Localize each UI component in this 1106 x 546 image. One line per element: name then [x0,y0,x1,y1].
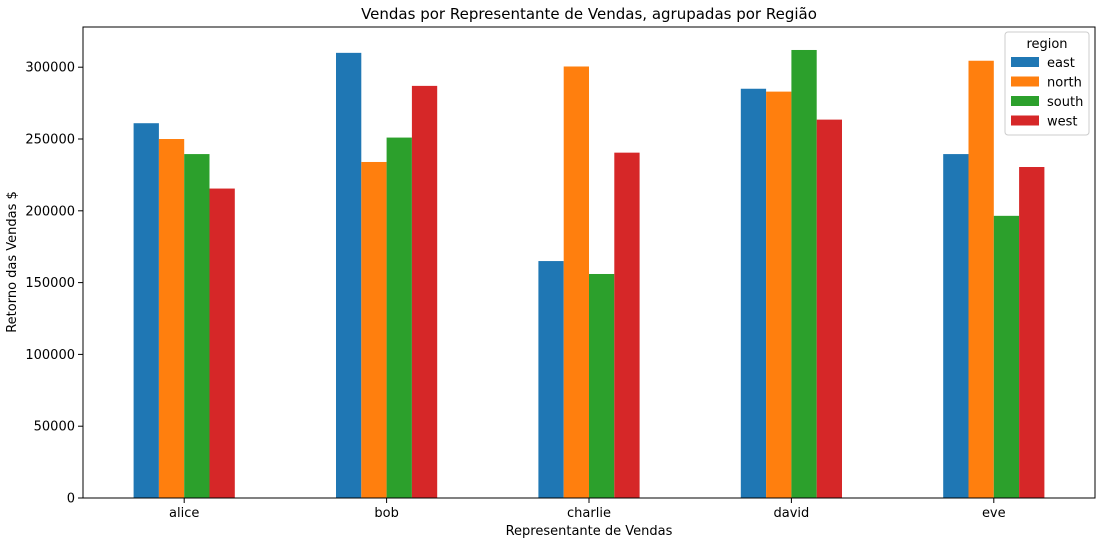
bar-alice-south [184,154,210,498]
legend-swatch-west [1011,115,1039,126]
x-axis: alice bob charlie david eve [169,498,1006,521]
legend-swatch-east [1011,57,1039,67]
x-tick-label: david [774,506,810,521]
bar-david-south [791,49,817,498]
y-tick-label: 200000 [25,204,75,219]
bar-david-north [766,91,792,499]
plot-frame [82,26,1096,499]
bar-bob-west [411,85,438,499]
bar-bob-north [361,161,387,499]
bar-charlie-west [614,152,640,498]
bar-david-west [816,119,842,499]
bar-alice-west [209,188,235,499]
legend-title: region [1026,37,1067,52]
y-tick-label: 50000 [34,420,75,435]
legend-label-east: east [1047,56,1075,71]
y-axis: 0 50000 100000 150000 200000 250000 300000 [25,61,83,507]
legend: region east north south west [1004,31,1090,136]
legend-label-west: west [1047,115,1078,130]
bar-charlie-north [563,66,589,499]
legend-label-north: north [1047,76,1082,91]
bar-alice-east [133,123,159,499]
bar-charlie-south [589,273,615,498]
x-tick-label: bob [374,506,398,521]
bar-alice-north [158,139,185,498]
bar-bob-south [386,137,412,498]
y-tick-label: 0 [67,492,75,507]
y-tick-label: 150000 [25,276,75,291]
bar-david-east [740,88,767,498]
x-tick-label: charlie [567,506,611,521]
y-axis-title: Retorno das Vendas $ [5,191,20,333]
legend-swatch-south [1011,96,1039,106]
chart-title: Vendas por Representante de Vendas, agru… [361,5,817,23]
bar-eve-east [943,154,969,498]
y-tick-label: 250000 [25,133,75,148]
x-axis-title: Representante de Vendas [506,524,673,539]
x-tick-label: alice [169,506,199,521]
bar-bob-east [336,52,362,498]
bars-group [133,49,1045,499]
bar-eve-north [968,60,994,498]
legend-swatch-north [1011,76,1039,87]
y-tick-label: 100000 [25,348,75,363]
bar-charlie-east [538,261,564,498]
bar-eve-south [993,215,1020,498]
bar-eve-west [1019,167,1045,498]
y-tick-label: 300000 [25,61,75,76]
legend-label-south: south [1047,95,1083,110]
x-tick-label: eve [982,506,1006,521]
